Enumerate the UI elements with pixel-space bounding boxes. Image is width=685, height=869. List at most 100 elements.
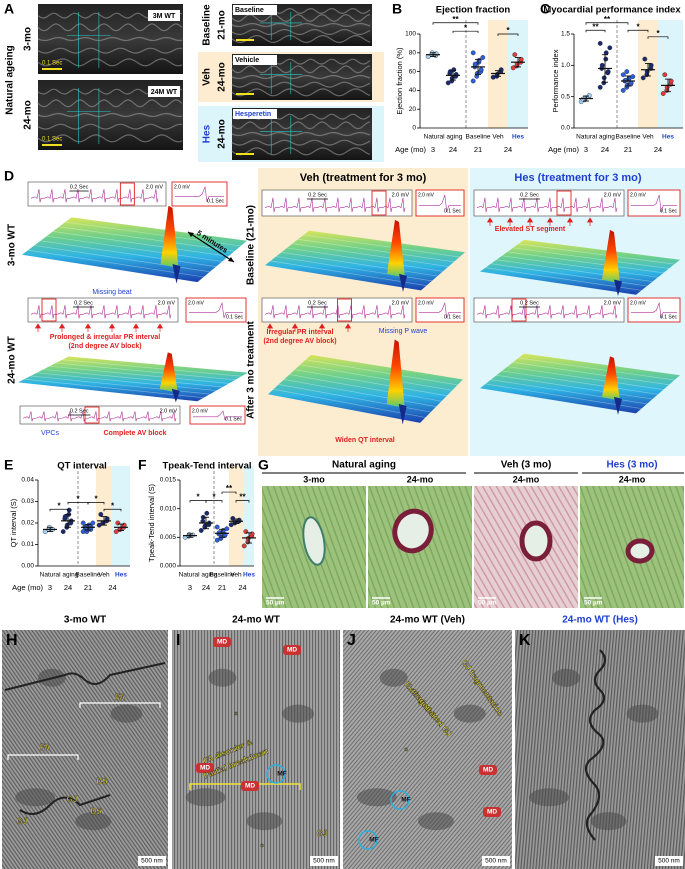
label: 24-mo WT: [7, 336, 18, 384]
y-tick-label: 0.01: [21, 541, 34, 548]
ecg-trace: [22, 411, 177, 422]
data-point: [662, 72, 668, 78]
data-point: [668, 78, 674, 84]
ecg-trace: [30, 189, 159, 203]
waterfall-ridge: [286, 247, 444, 272]
echo-wave: [37, 112, 183, 118]
label: 2.0 mV: [630, 192, 647, 198]
echo-wave: [231, 34, 371, 44]
label: MD: [245, 783, 255, 790]
significance-bracket: [221, 491, 237, 495]
label: 0.1 Sec: [226, 314, 243, 320]
age-label: 24: [654, 145, 662, 154]
label: 0.2 Sec: [308, 192, 327, 198]
em-marker: DS: [90, 807, 102, 816]
chart-title: Myocardial performance index: [543, 5, 681, 16]
waterfall-ridge: [496, 259, 653, 282]
significance-label: *: [76, 494, 80, 503]
label: 2.0 mV: [630, 300, 647, 306]
significance-label: *: [111, 501, 115, 510]
scale-box: [310, 856, 338, 866]
ecg-frame: [19, 405, 181, 425]
md-badge: [479, 765, 497, 775]
ecg-zoom-trace: [419, 194, 461, 213]
arrow: [546, 217, 554, 226]
waterfall-ridge: [30, 375, 211, 395]
y-tick-label: 0.02: [21, 520, 34, 527]
data-point: [586, 93, 592, 98]
waterfall-surface: [22, 217, 247, 283]
highlight-box: [119, 182, 135, 206]
data-point: [480, 55, 486, 60]
label: 2.0 mV: [188, 300, 205, 306]
label: 3-mo: [23, 27, 34, 51]
label: MD: [217, 639, 227, 646]
echo-wave: [231, 81, 371, 88]
y-tick-label: 0.04: [21, 477, 34, 484]
label: 24-mo: [513, 474, 540, 484]
label: Baseline (21-mo): [246, 205, 257, 285]
panel-label: I: [176, 632, 180, 649]
label: 24-mo: [23, 100, 34, 129]
echo-wave: [37, 36, 183, 42]
y-tick-label: 0.015: [160, 477, 177, 484]
panel-label: E: [4, 457, 13, 473]
data-point: [241, 543, 247, 549]
label: Elevated ST segment: [495, 226, 566, 233]
label: (2nd degree AV block): [263, 338, 336, 345]
waterfall-dip: [399, 273, 407, 292]
significance-bracket: [627, 29, 649, 33]
veh-background: [96, 466, 112, 566]
em-marker: FA: [115, 693, 125, 702]
significance-label: **: [452, 15, 459, 24]
waterfall-ridge: [43, 369, 223, 388]
md-badge: [196, 763, 214, 773]
arrow: [486, 217, 494, 226]
x-axis-label: Age (mo): [548, 145, 579, 154]
significance-label: *: [196, 493, 200, 502]
data-point: [607, 45, 613, 51]
mitochondrion: [15, 788, 56, 807]
chart-title: Ejection fraction: [436, 5, 511, 16]
x-axis-label: Age (mo): [12, 583, 43, 592]
ecg-trace: [30, 305, 172, 319]
data-point: [60, 529, 66, 534]
label: 2.0 mV: [392, 300, 410, 306]
md-badge: [241, 781, 259, 791]
significance-bracket: [205, 500, 223, 503]
y-tick-label: 1.0: [561, 62, 570, 69]
waterfall-ridge: [507, 251, 664, 274]
label: 50 µm: [266, 600, 285, 607]
data-point: [620, 88, 626, 93]
waterfall-surface: [265, 230, 465, 291]
waterfall-ridge: [65, 221, 241, 247]
data-point: [433, 51, 439, 57]
tag-box: [233, 55, 277, 65]
label: 24-mo: [217, 119, 228, 148]
waterfall-dip: [614, 396, 622, 415]
arrow: [344, 323, 352, 332]
arrow: [526, 217, 534, 226]
age-label: 24: [108, 583, 116, 592]
panel-label: K: [519, 632, 531, 649]
data-point: [601, 75, 607, 81]
label: 2.0 mV: [160, 408, 178, 414]
significance-bracket: [452, 30, 479, 34]
label: 50 µm: [584, 600, 603, 607]
mitochondrion: [552, 668, 580, 687]
mitochondrion: [185, 788, 226, 807]
age-label: 3: [584, 145, 588, 154]
y-tick-label: 40: [409, 87, 417, 94]
data-point: [624, 69, 630, 75]
zoom-box: [415, 189, 465, 217]
hes-background: [508, 20, 528, 128]
label: 500 nm: [141, 858, 163, 865]
label: Complete AV block: [103, 430, 166, 437]
waterfall-ridge: [62, 359, 242, 377]
data-point: [597, 84, 603, 90]
data-point: [470, 78, 476, 84]
data-point: [115, 520, 121, 526]
arrow: [266, 323, 274, 332]
significance-label: *: [57, 501, 61, 510]
